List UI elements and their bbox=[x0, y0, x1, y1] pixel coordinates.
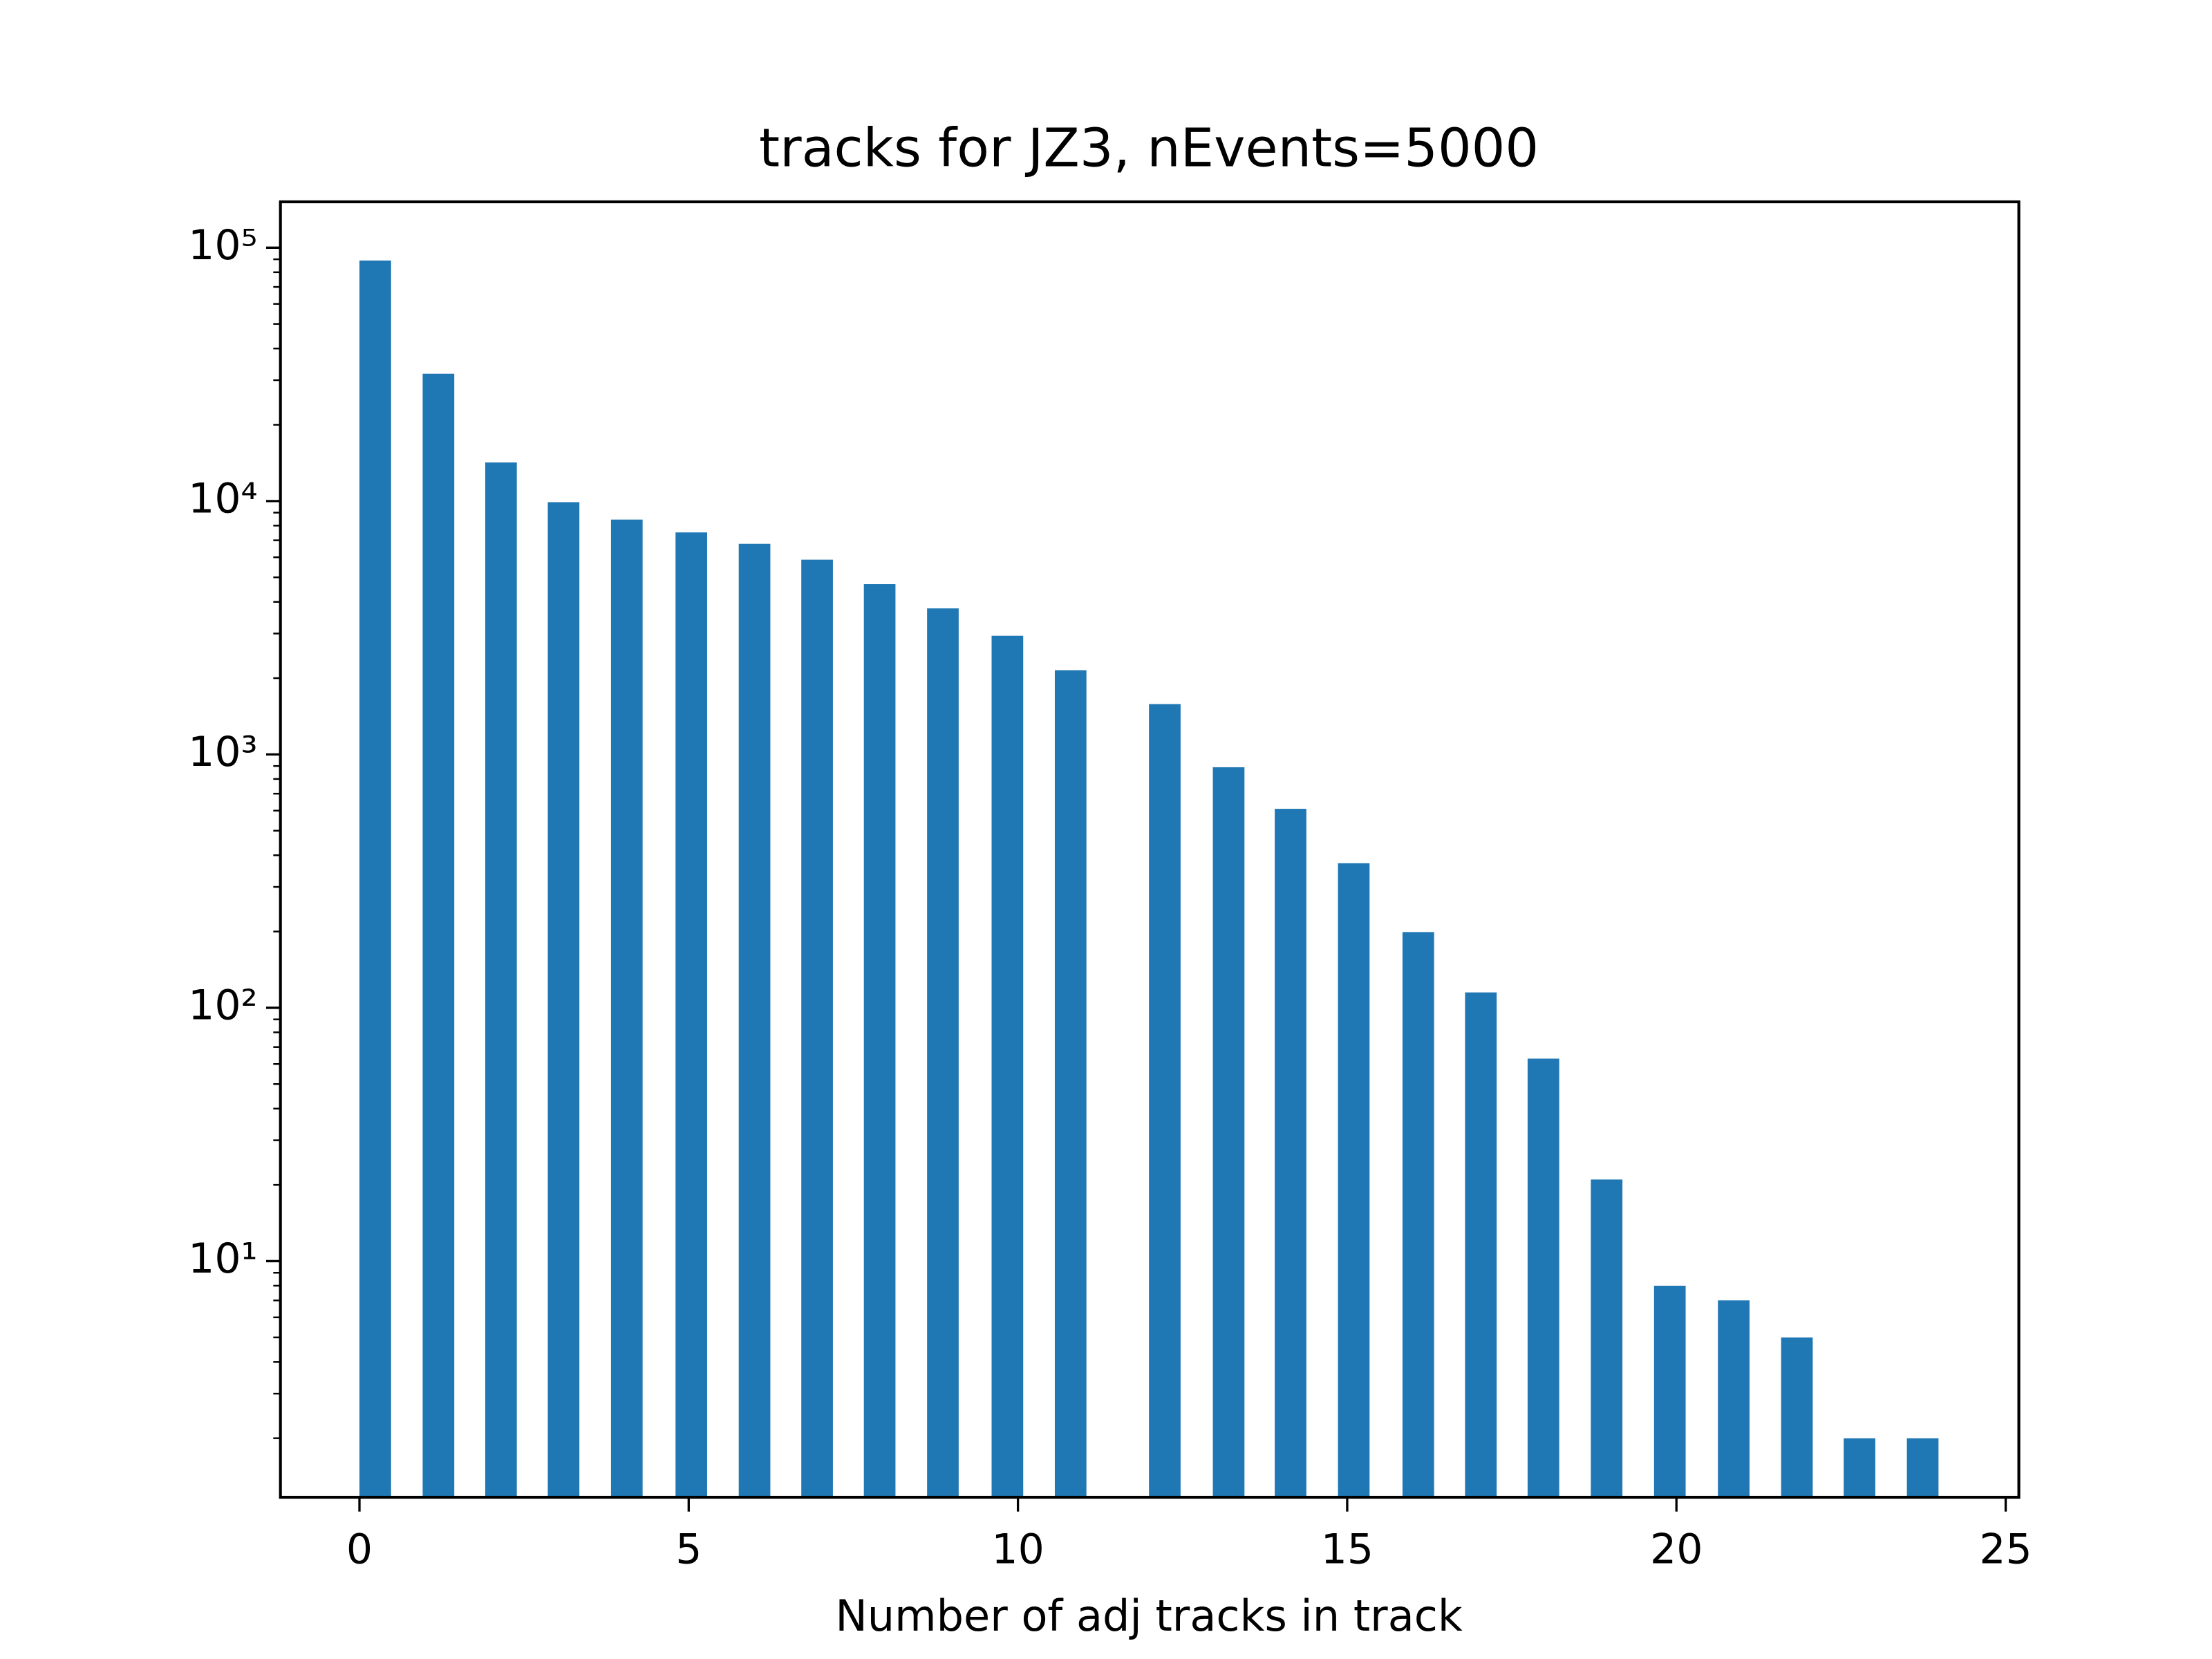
bar bbox=[1275, 809, 1306, 1498]
x-axis-label: Number of adj tracks in track bbox=[835, 1591, 1463, 1641]
bar bbox=[1338, 863, 1370, 1498]
plot-frame bbox=[279, 200, 2021, 1499]
bar bbox=[1465, 992, 1497, 1498]
bar bbox=[1149, 704, 1181, 1498]
x-tick-label: 20 bbox=[1650, 1525, 1703, 1573]
bar bbox=[1781, 1337, 1813, 1498]
bar bbox=[1653, 1285, 1686, 1498]
bar bbox=[1906, 1438, 1939, 1498]
bar bbox=[610, 519, 643, 1498]
x-tick-label: 10 bbox=[991, 1525, 1044, 1573]
y-tick-label: 10⁴ bbox=[188, 474, 257, 523]
y-tick-label: 10⁵ bbox=[188, 221, 257, 270]
bar bbox=[485, 462, 517, 1498]
bar bbox=[1718, 1300, 1750, 1498]
x-tick-label: 0 bbox=[346, 1525, 373, 1573]
bar bbox=[991, 635, 1024, 1498]
chart-title: tracks for JZ3, nEvents=5000 bbox=[759, 118, 1539, 179]
x-tick-label: 15 bbox=[1321, 1525, 1374, 1573]
y-tick-label: 10² bbox=[188, 982, 257, 1030]
bar bbox=[1054, 670, 1087, 1498]
bar bbox=[1844, 1438, 1875, 1498]
bar bbox=[801, 559, 833, 1498]
bar bbox=[738, 543, 771, 1498]
bar bbox=[422, 373, 455, 1498]
bar bbox=[1402, 932, 1434, 1498]
bar bbox=[1212, 767, 1245, 1498]
y-tick-label: 10³ bbox=[188, 728, 257, 776]
bar bbox=[863, 584, 896, 1498]
bar bbox=[359, 260, 391, 1498]
bar bbox=[675, 532, 707, 1498]
bar bbox=[1527, 1058, 1559, 1498]
bar bbox=[1591, 1179, 1623, 1498]
bar bbox=[547, 502, 580, 1498]
bar bbox=[927, 608, 959, 1498]
x-tick-label: 25 bbox=[1979, 1525, 2032, 1573]
x-tick-label: 5 bbox=[675, 1525, 702, 1573]
y-tick-label: 10¹ bbox=[188, 1235, 257, 1283]
